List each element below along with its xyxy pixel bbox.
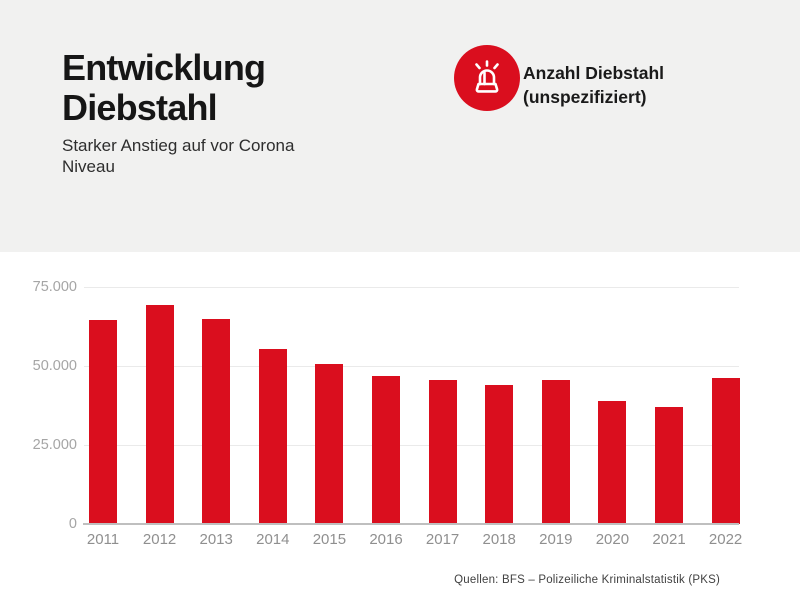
- bar-2019: [541, 379, 570, 524]
- bar-2014: [258, 348, 287, 524]
- x-axis-tick-label: 2016: [369, 531, 403, 548]
- x-axis-line: [83, 523, 739, 525]
- bar-2022: [711, 378, 740, 524]
- x-axis-tick-label: 2017: [425, 531, 460, 548]
- x-axis-tick-label: 2021: [652, 531, 686, 548]
- subtitle: Starker Anstieg auf vor Corona Niveau: [62, 136, 295, 176]
- bar-2015: [315, 364, 344, 524]
- y-axis-tick-label: 25.000: [32, 437, 77, 453]
- header: Entwicklung Diebstahl Starker Anstieg au…: [0, 0, 800, 252]
- y-axis-tick-label: 0: [68, 516, 77, 532]
- bar-2018: [485, 385, 514, 524]
- x-axis-tick-label: 2019: [539, 531, 573, 548]
- x-axis-tick-label: 2014: [256, 531, 290, 548]
- bar-2012: [145, 305, 174, 524]
- x-axis-tick-label: 2015: [312, 531, 347, 548]
- page-title: Entwicklung Diebstahl: [62, 47, 266, 128]
- y-axis-tick-label: 50.000: [32, 358, 77, 374]
- bar-2017: [428, 379, 457, 524]
- siren-icon-glyph: [475, 60, 499, 93]
- bar-2020: [598, 401, 627, 524]
- bar-2013: [202, 319, 231, 524]
- x-axis-tick-label: 2020: [595, 531, 630, 548]
- gridline: [84, 445, 739, 446]
- bar-2016: [372, 376, 400, 524]
- x-axis-tick-label: 2013: [199, 531, 233, 548]
- x-axis-tick-label: 2012: [142, 531, 177, 548]
- bar-2021: [655, 406, 683, 524]
- siren-icon: [454, 45, 520, 111]
- x-axis-tick-label: 2011: [86, 531, 120, 548]
- gridline: [84, 287, 739, 288]
- plot-area: 2011 2012 2013 2014 2015 2016 2017 2018 2019 2020…: [84, 287, 742, 548]
- source-note: Quellen: BFS – Polizeiliche Kriminalstat…: [454, 574, 720, 586]
- x-axis-tick-label: 2018: [482, 531, 516, 548]
- gridline: [84, 366, 739, 367]
- x-axis-tick-label: 2022: [708, 531, 743, 548]
- legend-label: Anzahl Diebstahl (unspezifiziert): [523, 63, 664, 107]
- bar-2011: [89, 319, 117, 524]
- y-axis: 0 25.000 50.000 75.000: [0, 279, 77, 532]
- y-axis-tick-label: 75.000: [32, 279, 77, 295]
